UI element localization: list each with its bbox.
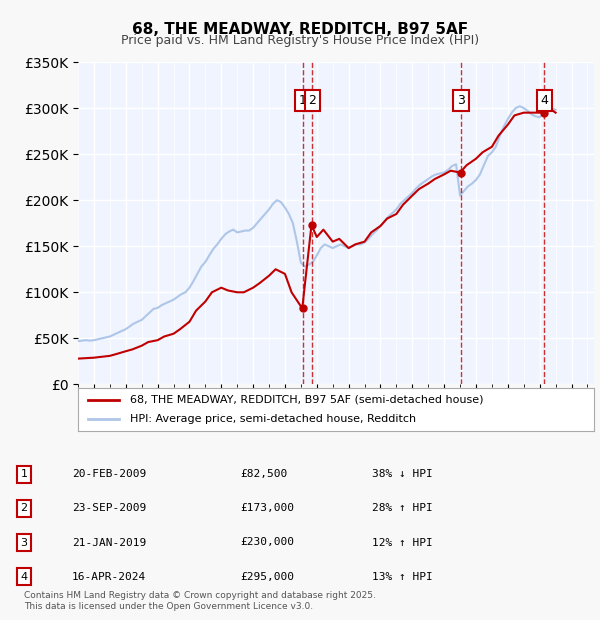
Text: £173,000: £173,000 [240, 503, 294, 513]
Text: 1: 1 [299, 94, 307, 107]
Text: Contains HM Land Registry data © Crown copyright and database right 2025.
This d: Contains HM Land Registry data © Crown c… [24, 591, 376, 611]
Text: 38% ↓ HPI: 38% ↓ HPI [372, 469, 433, 479]
Text: 3: 3 [20, 538, 28, 547]
Text: Price paid vs. HM Land Registry's House Price Index (HPI): Price paid vs. HM Land Registry's House … [121, 34, 479, 47]
Text: 2: 2 [308, 94, 316, 107]
Text: 12% ↑ HPI: 12% ↑ HPI [372, 538, 433, 547]
Text: HPI: Average price, semi-detached house, Redditch: HPI: Average price, semi-detached house,… [130, 414, 416, 423]
Text: 20-FEB-2009: 20-FEB-2009 [72, 469, 146, 479]
Text: 1: 1 [20, 469, 28, 479]
Text: 16-APR-2024: 16-APR-2024 [72, 572, 146, 582]
Text: £295,000: £295,000 [240, 572, 294, 582]
Text: 68, THE MEADWAY, REDDITCH, B97 5AF (semi-detached house): 68, THE MEADWAY, REDDITCH, B97 5AF (semi… [130, 395, 483, 405]
Text: £230,000: £230,000 [240, 538, 294, 547]
Text: 28% ↑ HPI: 28% ↑ HPI [372, 503, 433, 513]
Text: £82,500: £82,500 [240, 469, 287, 479]
Text: 2: 2 [20, 503, 28, 513]
Text: 21-JAN-2019: 21-JAN-2019 [72, 538, 146, 547]
Text: 23-SEP-2009: 23-SEP-2009 [72, 503, 146, 513]
Text: 13% ↑ HPI: 13% ↑ HPI [372, 572, 433, 582]
Text: 3: 3 [457, 94, 465, 107]
Text: 68, THE MEADWAY, REDDITCH, B97 5AF: 68, THE MEADWAY, REDDITCH, B97 5AF [132, 22, 468, 37]
Text: 4: 4 [541, 94, 548, 107]
Text: 4: 4 [20, 572, 28, 582]
